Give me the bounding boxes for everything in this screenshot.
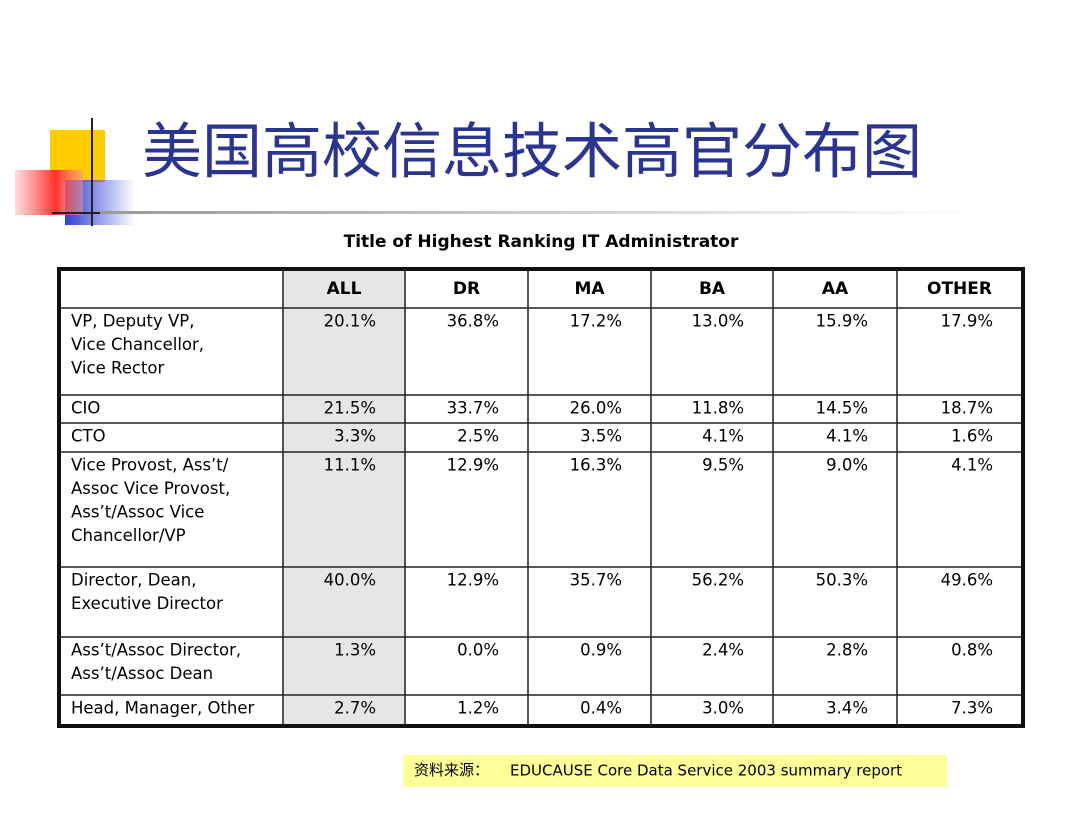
column-header: DR [453, 279, 480, 299]
column-header: AA [822, 279, 849, 299]
table-caption: Title of Highest Ranking IT Administrato… [344, 232, 739, 252]
cell: 3.0% [702, 699, 744, 718]
cell: 1.2% [457, 699, 499, 718]
column-header: ALL [327, 279, 362, 299]
cell: 15.9% [816, 312, 868, 331]
cell: 4.1% [702, 427, 744, 446]
cell: 9.0% [826, 456, 868, 475]
cell: 1.6% [951, 427, 993, 446]
row-label: VP, Deputy VP, [71, 312, 194, 331]
cell: 16.3% [570, 456, 622, 475]
column-header: BA [699, 279, 726, 299]
cell: 4.1% [951, 456, 993, 475]
row-label: Vice Chancellor, [71, 335, 204, 354]
cell: 50.3% [816, 571, 868, 590]
cell: 17.9% [941, 312, 993, 331]
cell: 35.7% [570, 571, 622, 590]
cell: 0.4% [580, 699, 622, 718]
cell: 1.3% [334, 641, 376, 660]
cell: 56.2% [692, 571, 744, 590]
cell: 26.0% [570, 399, 622, 418]
cell: 2.5% [457, 427, 499, 446]
cell: 21.5% [324, 399, 376, 418]
row-label: Chancellor/VP [71, 526, 186, 545]
table-border [57, 267, 1025, 728]
cell: 2.7% [334, 699, 376, 718]
cell: 0.9% [580, 641, 622, 660]
source-text: EDUCAUSE Core Data Service 2003 summary … [510, 762, 902, 780]
cell: 7.3% [951, 699, 993, 718]
row-label: Vice Rector [71, 359, 164, 378]
row-label: Head, Manager, Other [71, 699, 255, 718]
title-rule [100, 211, 980, 214]
cell: 17.2% [570, 312, 622, 331]
cell: 3.3% [334, 427, 376, 446]
cell: 14.5% [816, 399, 868, 418]
cell: 2.8% [826, 641, 868, 660]
column-header: OTHER [927, 279, 992, 299]
cell: 40.0% [324, 571, 376, 590]
cell: 13.0% [692, 312, 744, 331]
row-label: CIO [71, 399, 100, 418]
source-box [403, 755, 947, 787]
deco-square [15, 170, 83, 215]
column-header: MA [574, 279, 605, 299]
cell: 9.5% [702, 456, 744, 475]
cell: 11.1% [324, 456, 376, 475]
cell: 3.5% [580, 427, 622, 446]
cell: 49.6% [941, 571, 993, 590]
title: 美国高校信息技术高官分布图 [142, 118, 922, 188]
row-label: Ass’t/Assoc Dean [71, 664, 213, 683]
row-label: Executive Director [71, 594, 223, 613]
cell: 2.4% [702, 641, 744, 660]
cell: 12.9% [447, 456, 499, 475]
cell: 36.8% [447, 312, 499, 331]
row-label: Director, Dean, [71, 571, 196, 590]
source-label: 资料来源： [414, 761, 489, 779]
all-column-shade [283, 270, 405, 725]
cell: 0.0% [457, 641, 499, 660]
cell: 20.1% [324, 312, 376, 331]
row-label: CTO [71, 427, 106, 446]
cell: 33.7% [447, 399, 499, 418]
table: ALL DR MA BA AA OTHER VP, Deputy VP, Vice Chanc… [57, 267, 1025, 728]
row-label: Vice Provost, Ass’t/ [71, 456, 229, 475]
row-label: Ass’t/Assoc Director, [71, 641, 241, 660]
cell: 12.9% [447, 571, 499, 590]
cell: 11.8% [692, 399, 744, 418]
row-label: Ass’t/Assoc Vice [71, 503, 204, 522]
cell: 18.7% [941, 399, 993, 418]
cell: 3.4% [826, 699, 868, 718]
cell: 4.1% [826, 427, 868, 446]
cell: 0.8% [951, 641, 993, 660]
row-label: Assoc Vice Provost, [71, 479, 230, 498]
